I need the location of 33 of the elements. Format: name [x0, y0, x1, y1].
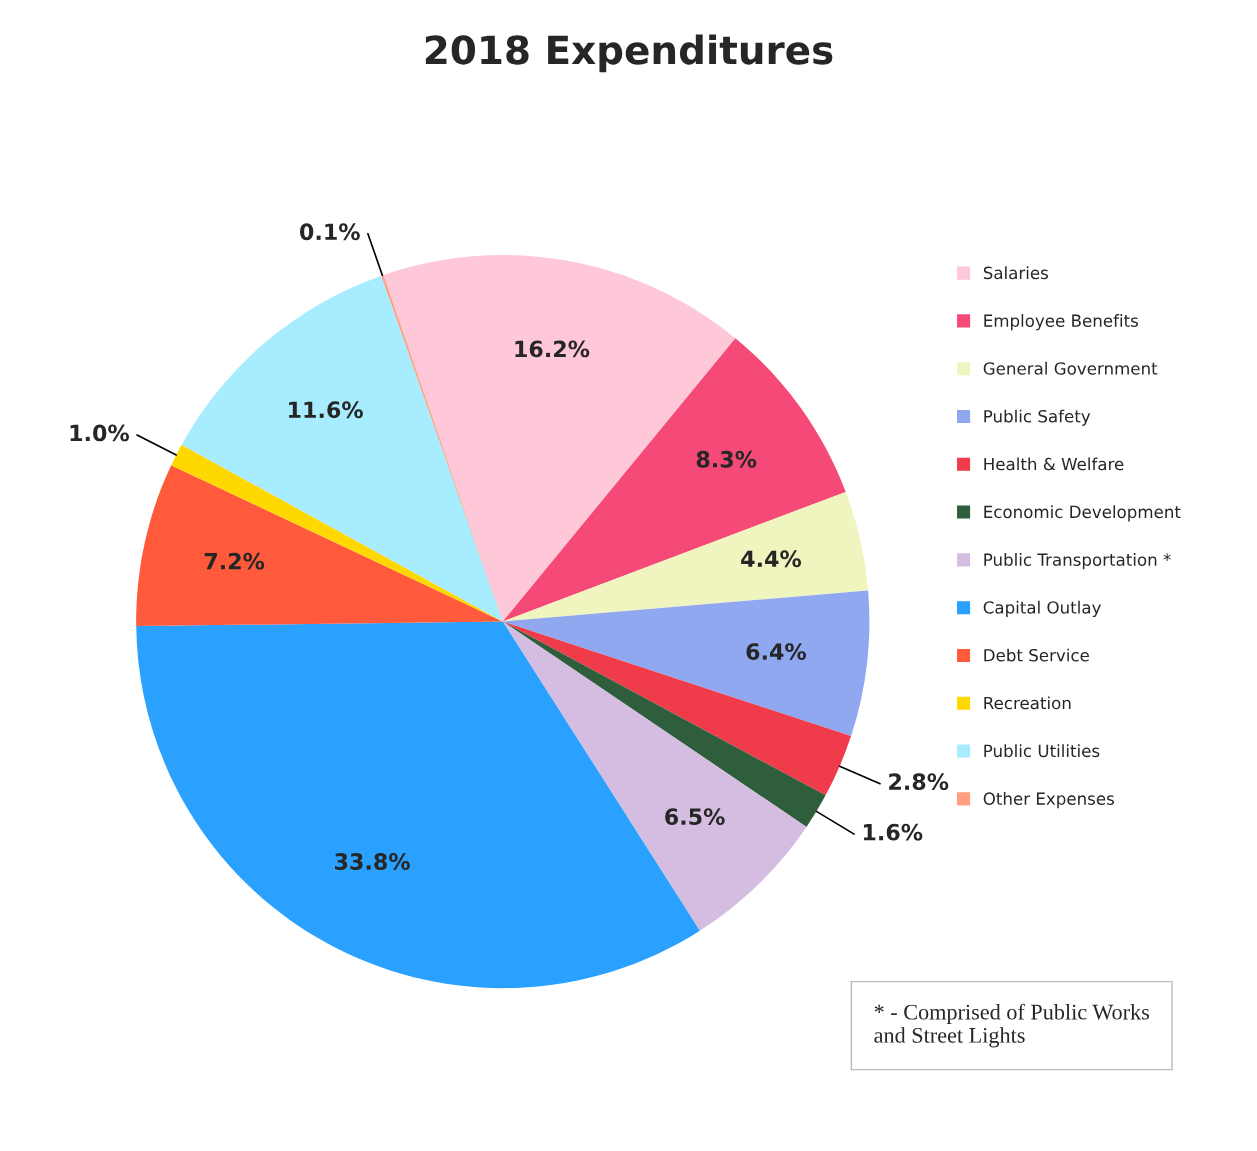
legend-label: Capital Outlay — [983, 600, 1101, 617]
legend-label: Other Expenses — [983, 792, 1114, 809]
data-label: 6.4% — [746, 643, 807, 660]
chart-title: 2018 Expenditures — [425, 34, 833, 73]
legend-label: Salaries — [983, 266, 1048, 280]
legend-label: Public Utilities — [984, 744, 1100, 758]
legend-label: Public Safety — [984, 409, 1091, 426]
legend-label: Public Transportation * — [984, 553, 1171, 570]
pie-slice — [502, 621, 852, 796]
data-label: 0.1% — [299, 223, 360, 241]
pie-slice — [502, 338, 846, 622]
legend-label: Economic Development — [984, 505, 1181, 522]
data-label: 6.5% — [665, 808, 725, 826]
pie-slice — [502, 621, 807, 931]
data-label: 33.8% — [335, 853, 410, 870]
data-label: 4.4% — [741, 550, 802, 568]
data-label: 8.3% — [696, 450, 757, 468]
data-label: 1.6% — [863, 823, 923, 841]
pie-slice — [502, 590, 870, 737]
data-label: 11.6% — [289, 401, 363, 419]
text: * - Comprised of Public Works and Street Lights — [874, 1003, 1150, 1048]
data-label: 16.2% — [515, 340, 590, 358]
pie-slice — [502, 621, 826, 827]
data-label: 7.2% — [204, 552, 265, 570]
legend-label: General Government — [983, 361, 1158, 375]
legend-label: Debt Service — [984, 648, 1089, 662]
data-label: 1.0% — [70, 424, 130, 442]
data-label: 2.8% — [889, 773, 949, 791]
pie-slice — [136, 465, 503, 627]
pie-slice — [181, 275, 503, 622]
legend-label: Recreation — [984, 696, 1071, 710]
legend-label: Employee Benefits — [984, 314, 1138, 331]
legend-label: Health & Welfare — [984, 457, 1124, 471]
